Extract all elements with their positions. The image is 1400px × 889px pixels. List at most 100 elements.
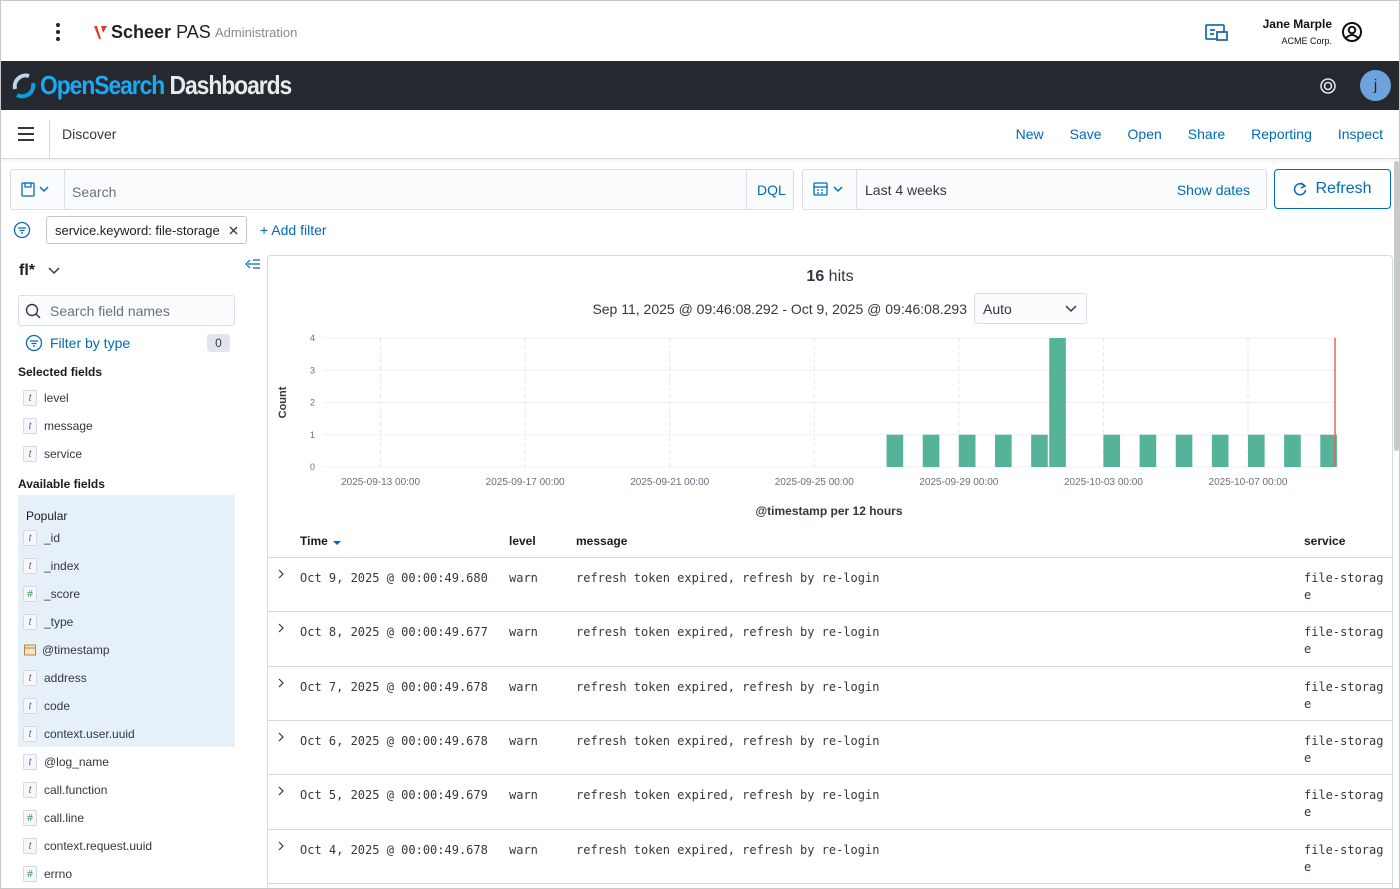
divider xyxy=(746,170,747,209)
field-type-icon: t xyxy=(23,390,37,406)
sort-icon[interactable] xyxy=(333,540,341,546)
field-item[interactable]: tcall.function xyxy=(23,780,107,800)
filter-menu[interactable] xyxy=(13,221,31,239)
filter-pill-label: service.keyword: file-storage xyxy=(55,223,220,238)
field-search[interactable]: Search field names xyxy=(18,295,235,326)
field-item[interactable]: tcontext.request.uuid xyxy=(23,836,152,856)
field-item[interactable]: t _type xyxy=(23,612,73,632)
table-cell: Oct 9, 2025 @ 00:00:49.680 xyxy=(300,570,488,587)
field-type-icon: # xyxy=(23,810,37,826)
table-cell: file-storage xyxy=(1304,624,1386,658)
search-input[interactable]: Search xyxy=(72,184,116,200)
brand: Scheer PAS xyxy=(111,22,211,43)
nav-action[interactable]: Open xyxy=(1128,126,1162,142)
filter-by-type[interactable]: Filter by type xyxy=(50,335,130,351)
notification-icon[interactable] xyxy=(1205,23,1229,43)
menu-toggle[interactable] xyxy=(18,127,34,141)
saved-query-button[interactable] xyxy=(21,182,51,198)
section: Administration xyxy=(215,25,297,40)
logo-primary: OpenSearch xyxy=(40,70,164,100)
histogram: 012342025-09-13 00:002025-09-17 00:00202… xyxy=(268,326,1392,526)
expand-row[interactable] xyxy=(277,732,285,742)
scrollbar[interactable] xyxy=(1394,161,1399,451)
column-header[interactable]: Time xyxy=(300,534,328,548)
index-pattern[interactable]: fl* xyxy=(19,262,35,280)
field-name: message xyxy=(44,419,93,433)
table-cell: refresh token expired, refresh by re-log… xyxy=(576,570,879,587)
y-axis-label: Count xyxy=(277,386,289,418)
search-icon xyxy=(25,303,41,319)
field-item[interactable]: tmessage xyxy=(23,416,93,436)
filter-pills: service.keyword: file-storage xyxy=(46,216,247,244)
field-item[interactable]: #errno xyxy=(23,864,72,884)
row-divider xyxy=(268,774,1392,775)
field-item[interactable]: tlevel xyxy=(23,388,69,408)
chevron xyxy=(279,733,283,741)
field-name: call.line xyxy=(44,811,84,825)
collapse-sidebar[interactable] xyxy=(245,258,261,270)
avatar[interactable]: j xyxy=(1360,70,1391,101)
field-item[interactable]: t@log_name xyxy=(23,752,109,772)
field-item[interactable]: t_index xyxy=(23,556,79,576)
expand-row[interactable] xyxy=(277,841,285,851)
refresh-button[interactable]: Refresh xyxy=(1274,169,1391,209)
bar xyxy=(995,435,1012,467)
index-chevron[interactable] xyxy=(47,266,61,276)
language-toggle[interactable]: DQL xyxy=(757,182,786,198)
field-search-placeholder: Search field names xyxy=(50,303,170,319)
bar xyxy=(1176,435,1193,467)
nav-action[interactable]: Reporting xyxy=(1251,126,1312,142)
table-cell: Oct 4, 2025 @ 00:00:49.678 xyxy=(300,842,488,859)
expand-row[interactable] xyxy=(277,786,285,796)
filter-remove[interactable] xyxy=(229,226,238,235)
field-item[interactable]: tcontext.user.uuid xyxy=(23,724,135,744)
quick-menu-button[interactable] xyxy=(813,181,847,197)
kebab-menu[interactable] xyxy=(51,21,65,43)
field-name: _type xyxy=(44,615,73,629)
expand-row[interactable] xyxy=(277,678,285,688)
field-type-icon: t xyxy=(23,614,37,630)
table-cell: Oct 6, 2025 @ 00:00:49.678 xyxy=(300,733,488,750)
interval-select[interactable]: Auto xyxy=(974,293,1087,324)
column-header[interactable]: message xyxy=(576,534,627,548)
bar xyxy=(959,435,976,467)
row-divider xyxy=(268,883,1392,884)
bar xyxy=(1284,435,1301,467)
column-header[interactable]: service xyxy=(1304,534,1345,548)
field-type-icon: t xyxy=(23,838,37,854)
expand-row[interactable] xyxy=(277,569,285,579)
y-tick-label: 4 xyxy=(310,333,315,343)
filter-pill[interactable]: service.keyword: file-storage xyxy=(46,216,247,244)
table-cell: file-storage xyxy=(1304,570,1386,604)
field-item[interactable]: tservice xyxy=(23,444,82,464)
table-cell: warn xyxy=(509,733,538,750)
expand-row[interactable] xyxy=(277,623,285,633)
chevron xyxy=(279,679,283,687)
column-header[interactable]: level xyxy=(509,534,536,548)
table-cell: file-storage xyxy=(1304,842,1386,876)
field-item[interactable]: @timestamp xyxy=(23,640,110,660)
field-item[interactable]: #_score xyxy=(23,584,80,604)
nav-action[interactable]: Inspect xyxy=(1338,126,1383,142)
field-item[interactable]: taddress xyxy=(23,668,87,688)
field-item[interactable]: t_id xyxy=(23,528,60,548)
brand-name: Scheer xyxy=(111,22,171,42)
field-item[interactable]: # call.line xyxy=(23,808,84,828)
field-type-icon: # xyxy=(23,586,37,602)
time-range[interactable]: Last 4 weeks xyxy=(865,182,947,198)
user-icon[interactable] xyxy=(1341,21,1363,43)
refresh-label: Refresh xyxy=(1315,180,1371,198)
divider xyxy=(64,170,65,209)
add-filter[interactable]: + Add filter xyxy=(260,222,327,238)
x-tick-label: 2025-10-03 00:00 xyxy=(1064,477,1143,488)
help-icon[interactable] xyxy=(1319,77,1337,95)
logo-secondary: Dashboards xyxy=(170,70,292,100)
field-item[interactable]: tcode xyxy=(23,696,70,716)
field-name: code xyxy=(44,699,70,713)
nav-action[interactable]: Share xyxy=(1188,126,1225,142)
nav-action[interactable]: New xyxy=(1016,126,1044,142)
show-dates[interactable]: Show dates xyxy=(1177,182,1250,198)
field-name: address xyxy=(44,671,87,685)
nav-action[interactable]: Save xyxy=(1070,126,1102,142)
